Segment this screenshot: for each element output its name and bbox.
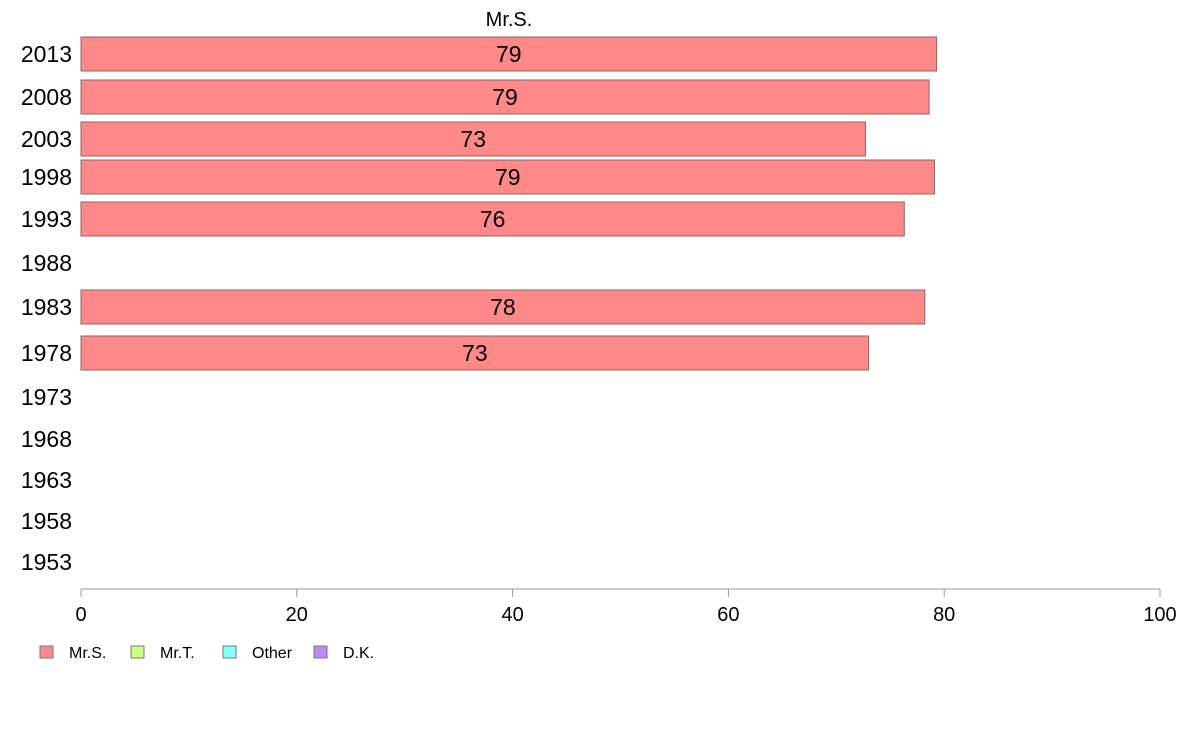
legend-swatch-2 [222, 645, 237, 659]
y-tick-label-1968: 1968 [21, 426, 72, 452]
x-tick-label-60: 60 [717, 604, 739, 626]
bar-value-label-2008: 79 [492, 84, 518, 110]
x-tick-label-20: 20 [286, 604, 308, 626]
y-tick-label-1993: 1993 [21, 206, 72, 232]
y-tick-label-1998: 1998 [21, 164, 72, 190]
legend-label-2: Other [252, 645, 293, 662]
x-axis: 0 20 40 60 80 100 [75, 588, 1177, 626]
bar-1993 [80, 201, 905, 237]
legend: Mr.S. Mr.T. Other D.K. [39, 645, 374, 662]
y-tick-label-2008: 2008 [21, 84, 72, 110]
x-tick-label-100: 100 [1143, 604, 1176, 626]
y-tick-label-2013: 2013 [21, 41, 72, 67]
bar-2008 [80, 79, 930, 115]
legend-label-0: Mr.S. [69, 645, 106, 662]
y-tick-label-1958: 1958 [21, 508, 72, 534]
bar-1983 [80, 289, 926, 325]
legend-swatch-1 [130, 645, 145, 659]
legend-label-1: Mr.T. [160, 645, 195, 662]
bar-value-label-1993: 76 [480, 206, 506, 232]
y-tick-label-1963: 1963 [21, 467, 72, 493]
bar-2003 [80, 121, 866, 157]
y-tick-label-1953: 1953 [21, 549, 72, 575]
bar-2013 [80, 36, 938, 72]
legend-swatch-0 [39, 645, 54, 659]
bar-value-label-2003: 73 [460, 126, 486, 152]
x-tick-label-40: 40 [501, 604, 523, 626]
bar-1998 [80, 159, 935, 195]
y-tick-label-1973: 1973 [21, 384, 72, 410]
bar-value-label-1998: 79 [495, 164, 521, 190]
bar-1978 [80, 335, 870, 371]
bar-value-label-1978: 73 [462, 340, 488, 366]
y-tick-label-1983: 1983 [21, 294, 72, 320]
legend-swatch-3 [313, 645, 328, 659]
legend-label-3: D.K. [343, 645, 374, 662]
y-axis-labels: 2013 2008 2003 1998 1993 1988 1983 1978 1973 1968… [21, 41, 72, 575]
y-tick-label-2003: 2003 [21, 126, 72, 152]
y-tick-label-1978: 1978 [21, 340, 72, 366]
x-tick-label-0: 0 [75, 604, 86, 626]
chart-title: Mr.S. [486, 9, 533, 31]
x-tick-label-80: 80 [933, 604, 955, 626]
bar-value-label-1983: 78 [490, 294, 516, 320]
bar-value-label-2013: 79 [496, 41, 522, 67]
y-tick-label-1988: 1988 [21, 250, 72, 276]
